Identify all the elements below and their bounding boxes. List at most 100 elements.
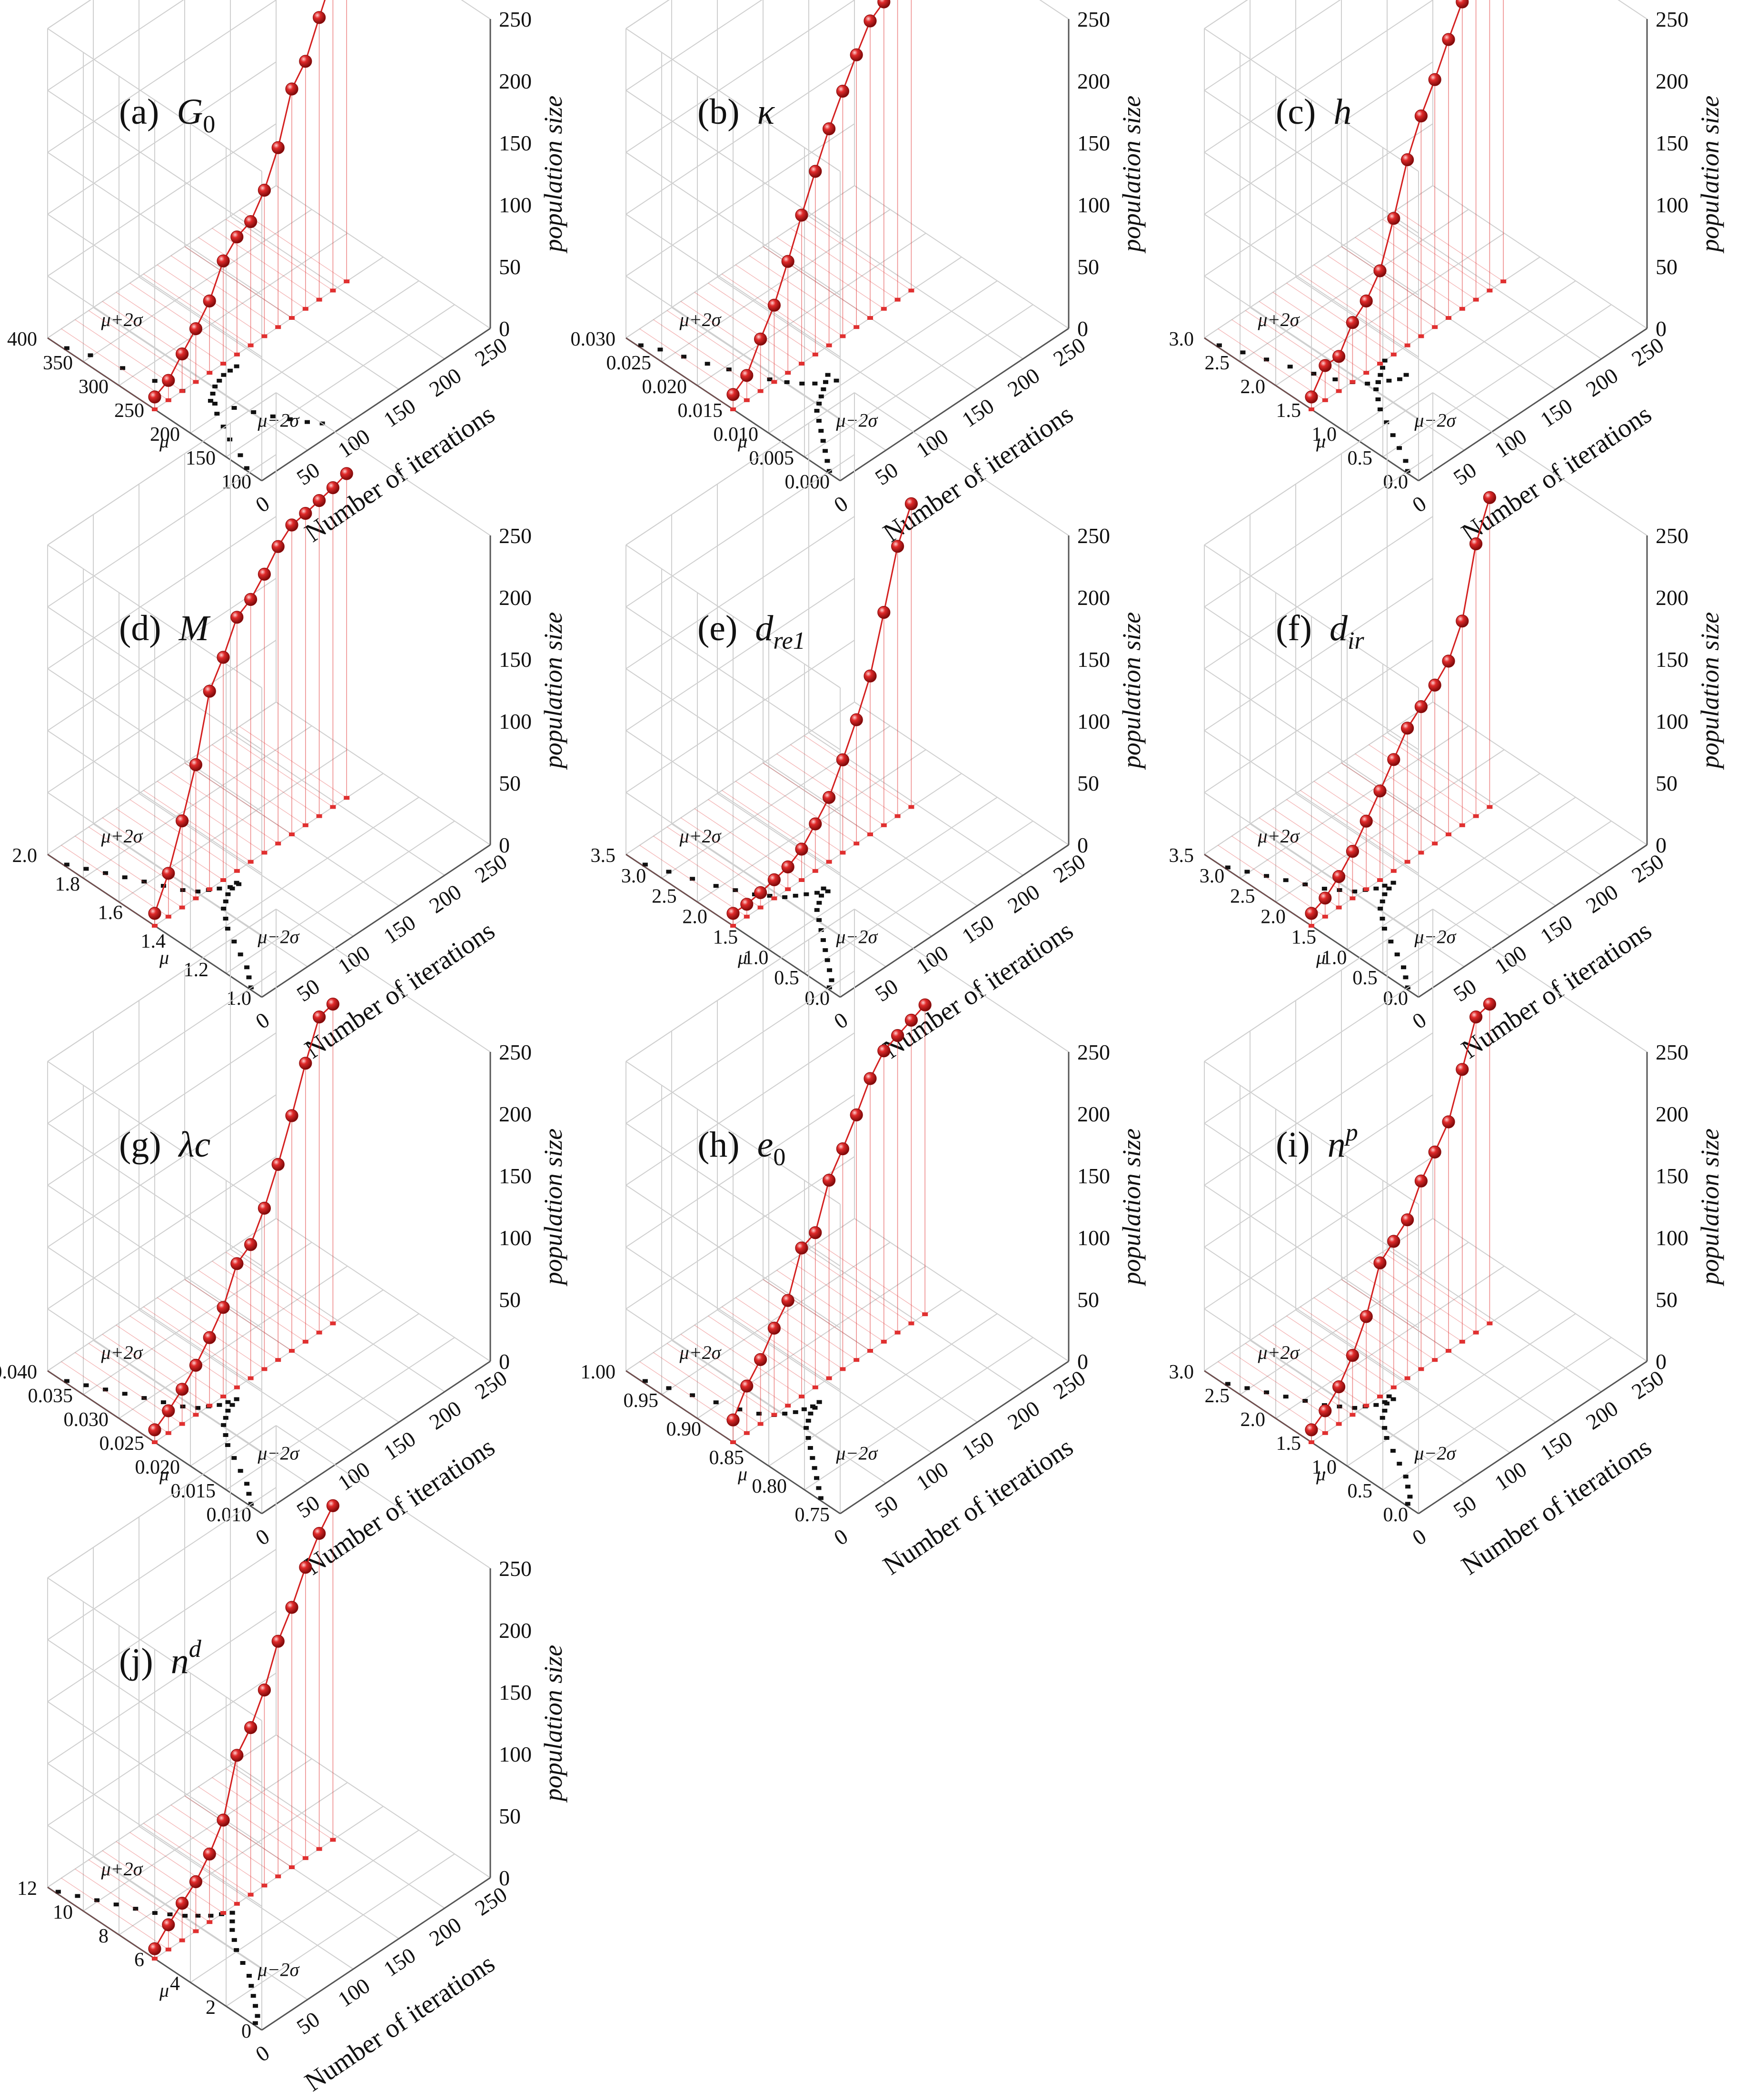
band-upper-point [64, 862, 69, 867]
population-point [271, 141, 285, 154]
band-upper-point [767, 377, 773, 381]
x-tick-label: 0 [251, 1008, 274, 1034]
z-tick-label: 250 [1656, 1040, 1688, 1064]
z-tick-label: 200 [499, 1618, 532, 1643]
band-label-upper: μ+2σ [101, 1342, 143, 1363]
population-point [1387, 212, 1400, 225]
floor-projection-line [1341, 246, 1449, 318]
floor-projection-point [1404, 343, 1410, 347]
panel-letter: (h) [697, 1125, 749, 1165]
floor-projection-point [289, 832, 295, 836]
panel-title-main: n [171, 1641, 189, 1681]
x-tick-label: 0 [830, 1008, 853, 1034]
band-lower-point [234, 1397, 239, 1401]
panel-title: (a) G0 [119, 92, 215, 138]
population-point [285, 82, 298, 96]
z-tick-label: 100 [499, 1226, 532, 1250]
population-point [312, 11, 326, 24]
band-lower-point [246, 1492, 252, 1496]
floor-projection-line [1369, 1261, 1476, 1333]
floor-projection-line [116, 292, 224, 364]
band-series [64, 346, 325, 470]
floor-gridline [119, 233, 348, 386]
floor-projection-point [867, 316, 873, 320]
band-lower-point [825, 373, 831, 377]
floor-projection-line [776, 753, 884, 826]
y-tick-label: 0.5 [774, 967, 799, 989]
floor-projection-point [1309, 924, 1314, 928]
floor-projection-line [1218, 845, 1326, 917]
floor-gridline [119, 749, 348, 902]
floor-projection-point [894, 297, 901, 302]
floor-projection-point [840, 334, 846, 338]
band-label-lower: μ−2σ [1414, 409, 1456, 431]
population-point [726, 388, 740, 401]
band-upper-point [55, 1890, 61, 1894]
floor-gridline [1382, 821, 1612, 974]
band-lower-point [234, 1948, 239, 1952]
floor-projection-point [812, 352, 818, 357]
band-lower-point [818, 893, 824, 898]
floor-projection-line [1259, 1334, 1367, 1406]
floor-gridline [1347, 280, 1576, 434]
axes-frame [1204, 909, 1648, 1515]
band-upper-point [1225, 865, 1231, 870]
y-tick-label: 2.5 [1230, 886, 1255, 908]
band-upper-point [1382, 883, 1388, 888]
back-wall-gridline [625, 702, 855, 855]
population-point [176, 1383, 189, 1396]
floor-projection-point [757, 905, 764, 910]
back-wall-gridline [1204, 61, 1433, 215]
floor-projection-line [212, 228, 319, 300]
band-lower-point [229, 886, 235, 891]
band-lower-point [816, 901, 822, 905]
floor-projection-point [881, 823, 887, 827]
floor-projection-line [625, 854, 734, 926]
band-upper-point [793, 893, 798, 898]
band-lower-point [240, 1961, 246, 1965]
band-upper-point [225, 1400, 231, 1404]
population-point [285, 1601, 298, 1614]
z-tick-label: 150 [499, 1164, 532, 1188]
back-wall-gridline [47, 185, 277, 338]
z-tick-label: 100 [1656, 193, 1688, 217]
floor-projection-line [1369, 744, 1476, 817]
panel-title-main: M [179, 608, 211, 648]
population-point [904, 1013, 918, 1027]
back-wall-gridline [625, 61, 855, 215]
band-upper-point [167, 1912, 173, 1916]
band-upper-point [1264, 357, 1270, 362]
population-point [162, 1918, 175, 1932]
floor-projection-line [763, 246, 871, 318]
band-lower-point [1380, 366, 1385, 370]
floor-projection-line [1300, 274, 1408, 346]
band-lower-point [1382, 358, 1388, 363]
floor-projection-point [261, 1367, 268, 1371]
floor-projection-line [1327, 255, 1435, 327]
panel-letter: (j) [119, 1641, 162, 1681]
band-lower-point [212, 402, 218, 406]
population-point [1305, 907, 1318, 920]
population-point [148, 390, 161, 404]
floor-projection-line [116, 1325, 224, 1397]
population-point [203, 1847, 216, 1861]
band-label-lower: μ−2σ [257, 926, 299, 947]
floor-projection-point [289, 316, 295, 320]
population-series [625, 0, 914, 411]
band-lower-point [821, 387, 826, 391]
x-tick-label: 0 [251, 491, 274, 517]
y-tick-label: 0.025 [606, 352, 652, 374]
band-upper-point [103, 1387, 109, 1392]
back-wall-gridline [47, 640, 277, 793]
band-label-lower: μ−2σ [257, 1959, 299, 1980]
z-tick-label: 200 [499, 69, 532, 93]
floor-projection-line [129, 1832, 238, 1904]
band-label-upper: μ+2σ [679, 309, 722, 330]
population-point [891, 1029, 904, 1042]
z-tick-label: 250 [1077, 524, 1110, 548]
floor-projection-point [1473, 814, 1479, 818]
band-lower-point [1382, 892, 1388, 896]
floor-gridline [83, 725, 312, 879]
x-axis-line [261, 1360, 491, 1515]
y-tick-label: 0.030 [571, 328, 616, 350]
